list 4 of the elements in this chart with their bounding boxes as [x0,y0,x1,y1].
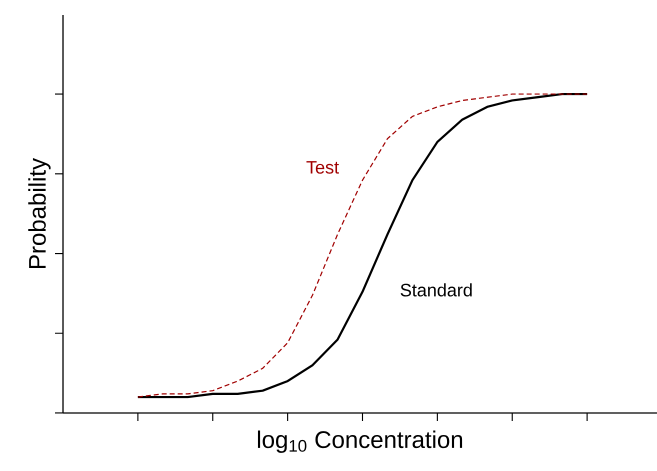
y-axis-title: Probability [28,158,51,268]
series-label: Test [306,161,339,174]
series-label: Standard [400,283,472,296]
x-axis-title: log$_{10}$ Concentration [258,430,462,453]
